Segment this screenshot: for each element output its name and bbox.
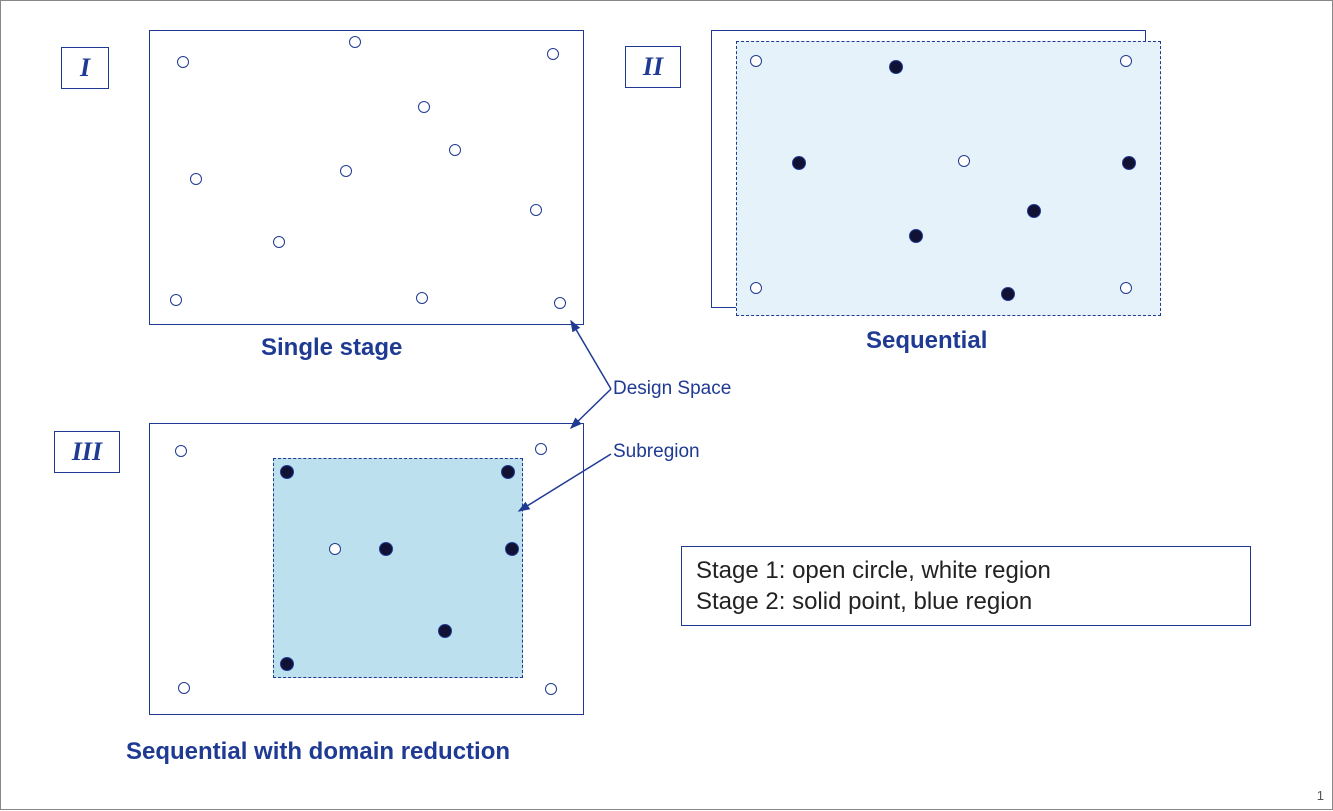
annotation-design-space: Design Space [613, 378, 731, 400]
panel-3-label: III [72, 437, 102, 467]
open-point [349, 36, 361, 48]
solid-point [1001, 287, 1015, 301]
open-point [177, 56, 189, 68]
open-point [170, 294, 182, 306]
solid-point [792, 156, 806, 170]
panel-2-caption: Sequential [866, 327, 987, 355]
legend-box: Stage 1: open circle, white region Stage… [681, 546, 1251, 626]
legend-line-1: Stage 1: open circle, white region [696, 555, 1236, 586]
open-point [535, 443, 547, 455]
open-point [1120, 55, 1132, 67]
panel-1-label-box: I [61, 47, 109, 89]
open-point [449, 144, 461, 156]
solid-point [280, 657, 294, 671]
solid-point [889, 60, 903, 74]
open-point [545, 683, 557, 695]
open-point [547, 48, 559, 60]
open-point [958, 155, 970, 167]
panel-1-design-space [149, 30, 584, 325]
solid-point [438, 624, 452, 638]
solid-point [1122, 156, 1136, 170]
panel-2-label-box: II [625, 46, 681, 88]
panel-2-label: II [643, 52, 663, 82]
open-point [750, 282, 762, 294]
panel-3-label-box: III [54, 431, 120, 473]
solid-point [1027, 204, 1041, 218]
solid-point [379, 542, 393, 556]
diagram-canvas: I Single stage II Sequential III Sequent… [0, 0, 1333, 810]
panel-1-label: I [80, 53, 90, 83]
open-point [418, 101, 430, 113]
legend-line-2: Stage 2: solid point, blue region [696, 586, 1236, 617]
open-point [190, 173, 202, 185]
open-point [329, 543, 341, 555]
open-point [340, 165, 352, 177]
annotation-subregion: Subregion [613, 441, 700, 463]
open-point [416, 292, 428, 304]
solid-point [501, 465, 515, 479]
panel-2-subregion [736, 41, 1161, 316]
open-point [175, 445, 187, 457]
arrow-to-panel-1 [571, 321, 611, 389]
page-number: 1 [1317, 788, 1324, 803]
panel-1-caption: Single stage [261, 334, 402, 362]
solid-point [505, 542, 519, 556]
panel-3-subregion [273, 458, 523, 678]
open-point [530, 204, 542, 216]
solid-point [909, 229, 923, 243]
open-point [178, 682, 190, 694]
solid-point [280, 465, 294, 479]
panel-3-caption: Sequential with domain reduction [126, 738, 510, 766]
open-point [273, 236, 285, 248]
open-point [750, 55, 762, 67]
open-point [554, 297, 566, 309]
open-point [1120, 282, 1132, 294]
